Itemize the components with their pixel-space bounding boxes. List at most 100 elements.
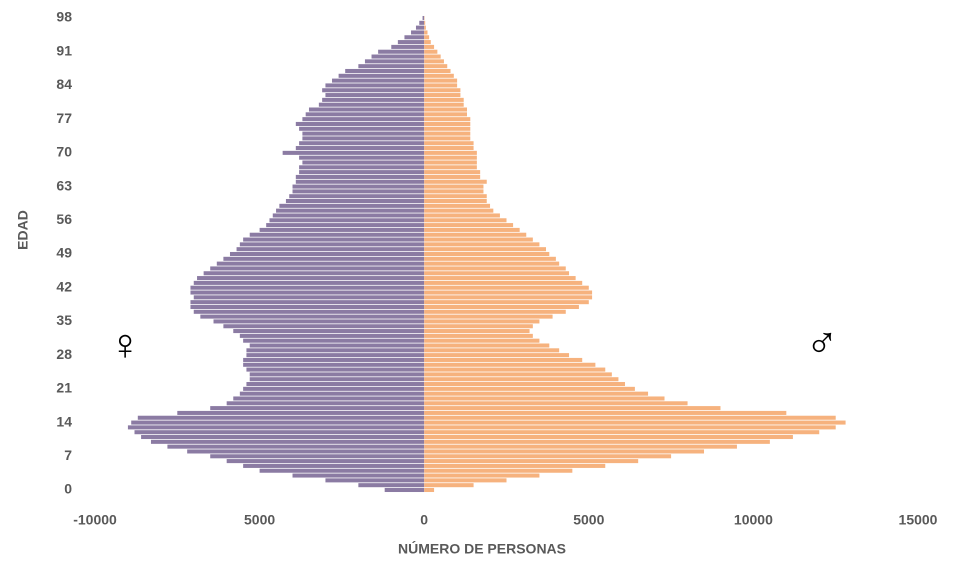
bar [424, 430, 819, 434]
bar [424, 170, 480, 174]
bar [246, 348, 424, 352]
bar [424, 262, 559, 266]
bar [424, 141, 473, 145]
bar [243, 387, 424, 391]
bar [424, 464, 605, 468]
bar [424, 247, 546, 251]
bar [141, 435, 424, 439]
bar [299, 165, 424, 169]
bar [266, 223, 424, 227]
y-tick-label: 70 [56, 144, 72, 160]
bar [194, 295, 424, 299]
bar [243, 238, 424, 242]
bar [223, 257, 424, 261]
x-tick-label: 5000 [244, 512, 275, 528]
bar [286, 199, 424, 203]
bar [200, 315, 424, 319]
bar [424, 401, 687, 405]
bar [424, 40, 431, 44]
bar [243, 358, 424, 362]
bar [391, 45, 424, 49]
bar [424, 445, 737, 449]
bar [424, 329, 529, 333]
bar [424, 459, 638, 463]
bar [424, 406, 720, 410]
bar [424, 132, 470, 136]
bar [424, 112, 467, 116]
bar [210, 454, 424, 458]
bar [322, 88, 424, 92]
bar [424, 392, 648, 396]
bar [424, 98, 464, 102]
bar [424, 30, 427, 34]
bar [424, 315, 552, 319]
bar [243, 363, 424, 367]
bar [424, 233, 526, 237]
bar [424, 372, 612, 376]
bar [319, 103, 424, 107]
bar [424, 160, 477, 164]
bar [424, 348, 559, 352]
bar [227, 459, 425, 463]
bar [227, 401, 425, 405]
bar [424, 425, 836, 429]
bar [424, 286, 589, 290]
x-axis-title: NÚMERO DE PERSONAS [398, 540, 566, 557]
bar [424, 93, 460, 97]
bar [424, 363, 595, 367]
bar [283, 151, 425, 155]
bar [260, 228, 425, 232]
bar [424, 88, 460, 92]
bar [424, 353, 569, 357]
bar [424, 310, 566, 314]
bar [214, 319, 425, 323]
bar [419, 21, 424, 25]
bar [424, 64, 447, 68]
bar [424, 368, 605, 372]
bar [296, 146, 424, 150]
bar [424, 69, 450, 73]
bar [299, 127, 424, 131]
bar [424, 136, 470, 140]
y-tick-label: 0 [64, 481, 72, 497]
bar [210, 266, 424, 270]
bar [293, 474, 425, 478]
bar [424, 339, 539, 343]
bar [250, 377, 424, 381]
bar [424, 59, 444, 63]
bar [210, 406, 424, 410]
bar [332, 79, 424, 83]
y-tick-label: 35 [56, 312, 72, 328]
bar [424, 194, 487, 198]
y-tick-label: 77 [56, 110, 72, 126]
bar [424, 382, 625, 386]
bar [296, 175, 424, 179]
bar [339, 74, 425, 78]
bar [289, 194, 424, 198]
bar [424, 21, 425, 25]
bar [302, 160, 424, 164]
bar [240, 392, 424, 396]
bar [279, 204, 424, 208]
x-tick-label: 0 [420, 512, 428, 528]
bar [424, 199, 487, 203]
x-tick-label: 15000 [899, 512, 938, 528]
bar [424, 319, 539, 323]
bar [424, 213, 500, 217]
bar [135, 430, 425, 434]
x-tick-label: 5000 [573, 512, 604, 528]
bar [302, 132, 424, 136]
bar [299, 170, 424, 174]
bar [424, 185, 483, 189]
bar [424, 189, 483, 193]
bar [424, 83, 457, 87]
bar [424, 238, 533, 242]
bar [424, 218, 506, 222]
bar [190, 300, 424, 304]
y-tick-label: 14 [56, 413, 72, 429]
bar [246, 382, 424, 386]
bar [424, 209, 493, 213]
bar [269, 218, 424, 222]
bar [424, 416, 836, 420]
bar [217, 262, 424, 266]
